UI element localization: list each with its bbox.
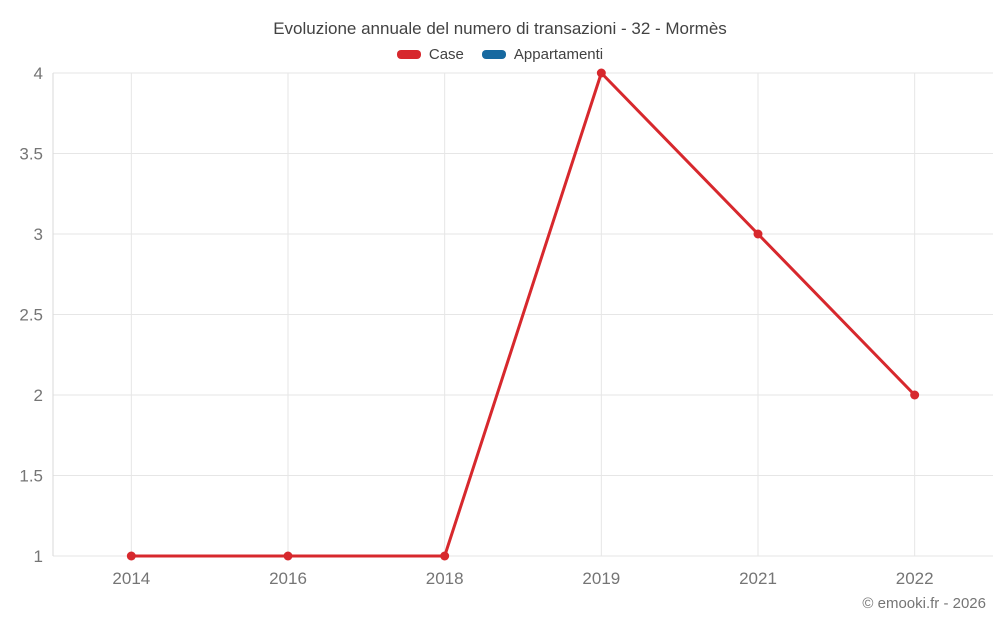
y-tick-label: 3 [34,225,43,244]
series-line-case [129,71,917,558]
legend: Case Appartamenti [0,46,1000,63]
data-point-case-2022[interactable] [910,390,920,400]
legend-label-case: Case [428,46,464,63]
y-tick-label: 4 [34,64,43,83]
data-point-case-2014[interactable] [126,551,136,561]
y-tick-label: 1.5 [19,466,43,485]
legend-label-appartamenti: Appartamenti [513,46,604,63]
copyright-text: © emooki.fr - 2026 [862,595,986,612]
chart-title: Evoluzione annuale del numero di transaz… [273,19,727,38]
data-point-case-2019[interactable] [596,68,606,78]
case-swatch-icon [396,50,421,59]
data-point-case-2016[interactable] [283,551,293,561]
y-tick-label: 1 [34,547,43,566]
legend-item-appartamenti[interactable]: Appartamenti [481,46,604,63]
y-tick-label: 3.5 [19,144,43,163]
appartamenti-swatch-icon [481,50,506,59]
data-point-case-2018[interactable] [440,551,450,561]
x-tick-label: 2014 [112,569,150,588]
x-tick-label: 2019 [582,569,620,588]
x-tick-label: 2022 [896,569,934,588]
x-tick-label: 2016 [269,569,307,588]
y-tick-label: 2.5 [19,305,43,324]
legend-item-case[interactable]: Case [396,46,464,63]
x-tick-label: 2021 [739,569,777,588]
y-tick-label: 2 [34,386,43,405]
data-point-case-2021[interactable] [753,229,763,239]
x-tick-label: 2018 [426,569,464,588]
